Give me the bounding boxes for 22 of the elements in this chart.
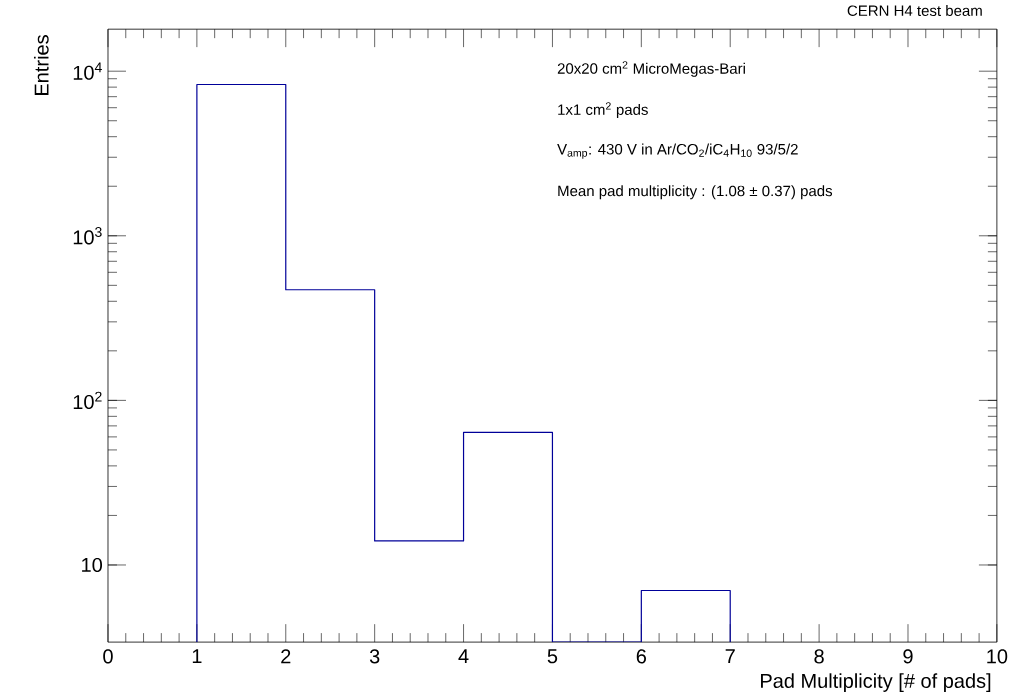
annotation: 1x1 cm$^{2}$ pads xyxy=(558,102,648,118)
y-tick-label: 10$^{2}$ xyxy=(73,391,102,410)
x-tick-label: 4 xyxy=(458,649,469,664)
x-tick-label: 6 xyxy=(636,649,647,664)
annotation: 20x20 cm$^{2}$ MicroMegas-Bari xyxy=(557,61,745,77)
x-axis-title: Pad Multiplicity [# of pads] xyxy=(761,673,991,692)
y-tick-label: 10$^{4}$ xyxy=(73,62,102,80)
y-tick-label: 10 xyxy=(82,557,103,573)
y-tick-label: 10$^{3}$ xyxy=(73,227,102,245)
x-tick-label: 5 xyxy=(547,649,558,664)
x-tick-label: 8 xyxy=(814,649,824,664)
chart-title: CERN H4 test beam xyxy=(847,4,982,16)
x-tick-label: 0 xyxy=(103,649,113,664)
x-tick-label: 7 xyxy=(725,649,735,664)
x-tick-label: 9 xyxy=(903,649,913,664)
x-tick-label: 10 xyxy=(987,649,1008,664)
annotation: Mean pad multiplicity : (1.08 ± 0.37) pads xyxy=(558,185,833,200)
y-axis-title: Entries xyxy=(33,35,49,95)
text: V$_{amp}$: 430 V in Ar/CO$_{2}$/iC$_{4}$H$_{10}$ 93/5/2 xyxy=(557,143,798,159)
x-tick-label: 2 xyxy=(281,649,291,664)
x-tick-label: 1 xyxy=(192,649,202,664)
x-tick-label: 3 xyxy=(369,649,380,664)
